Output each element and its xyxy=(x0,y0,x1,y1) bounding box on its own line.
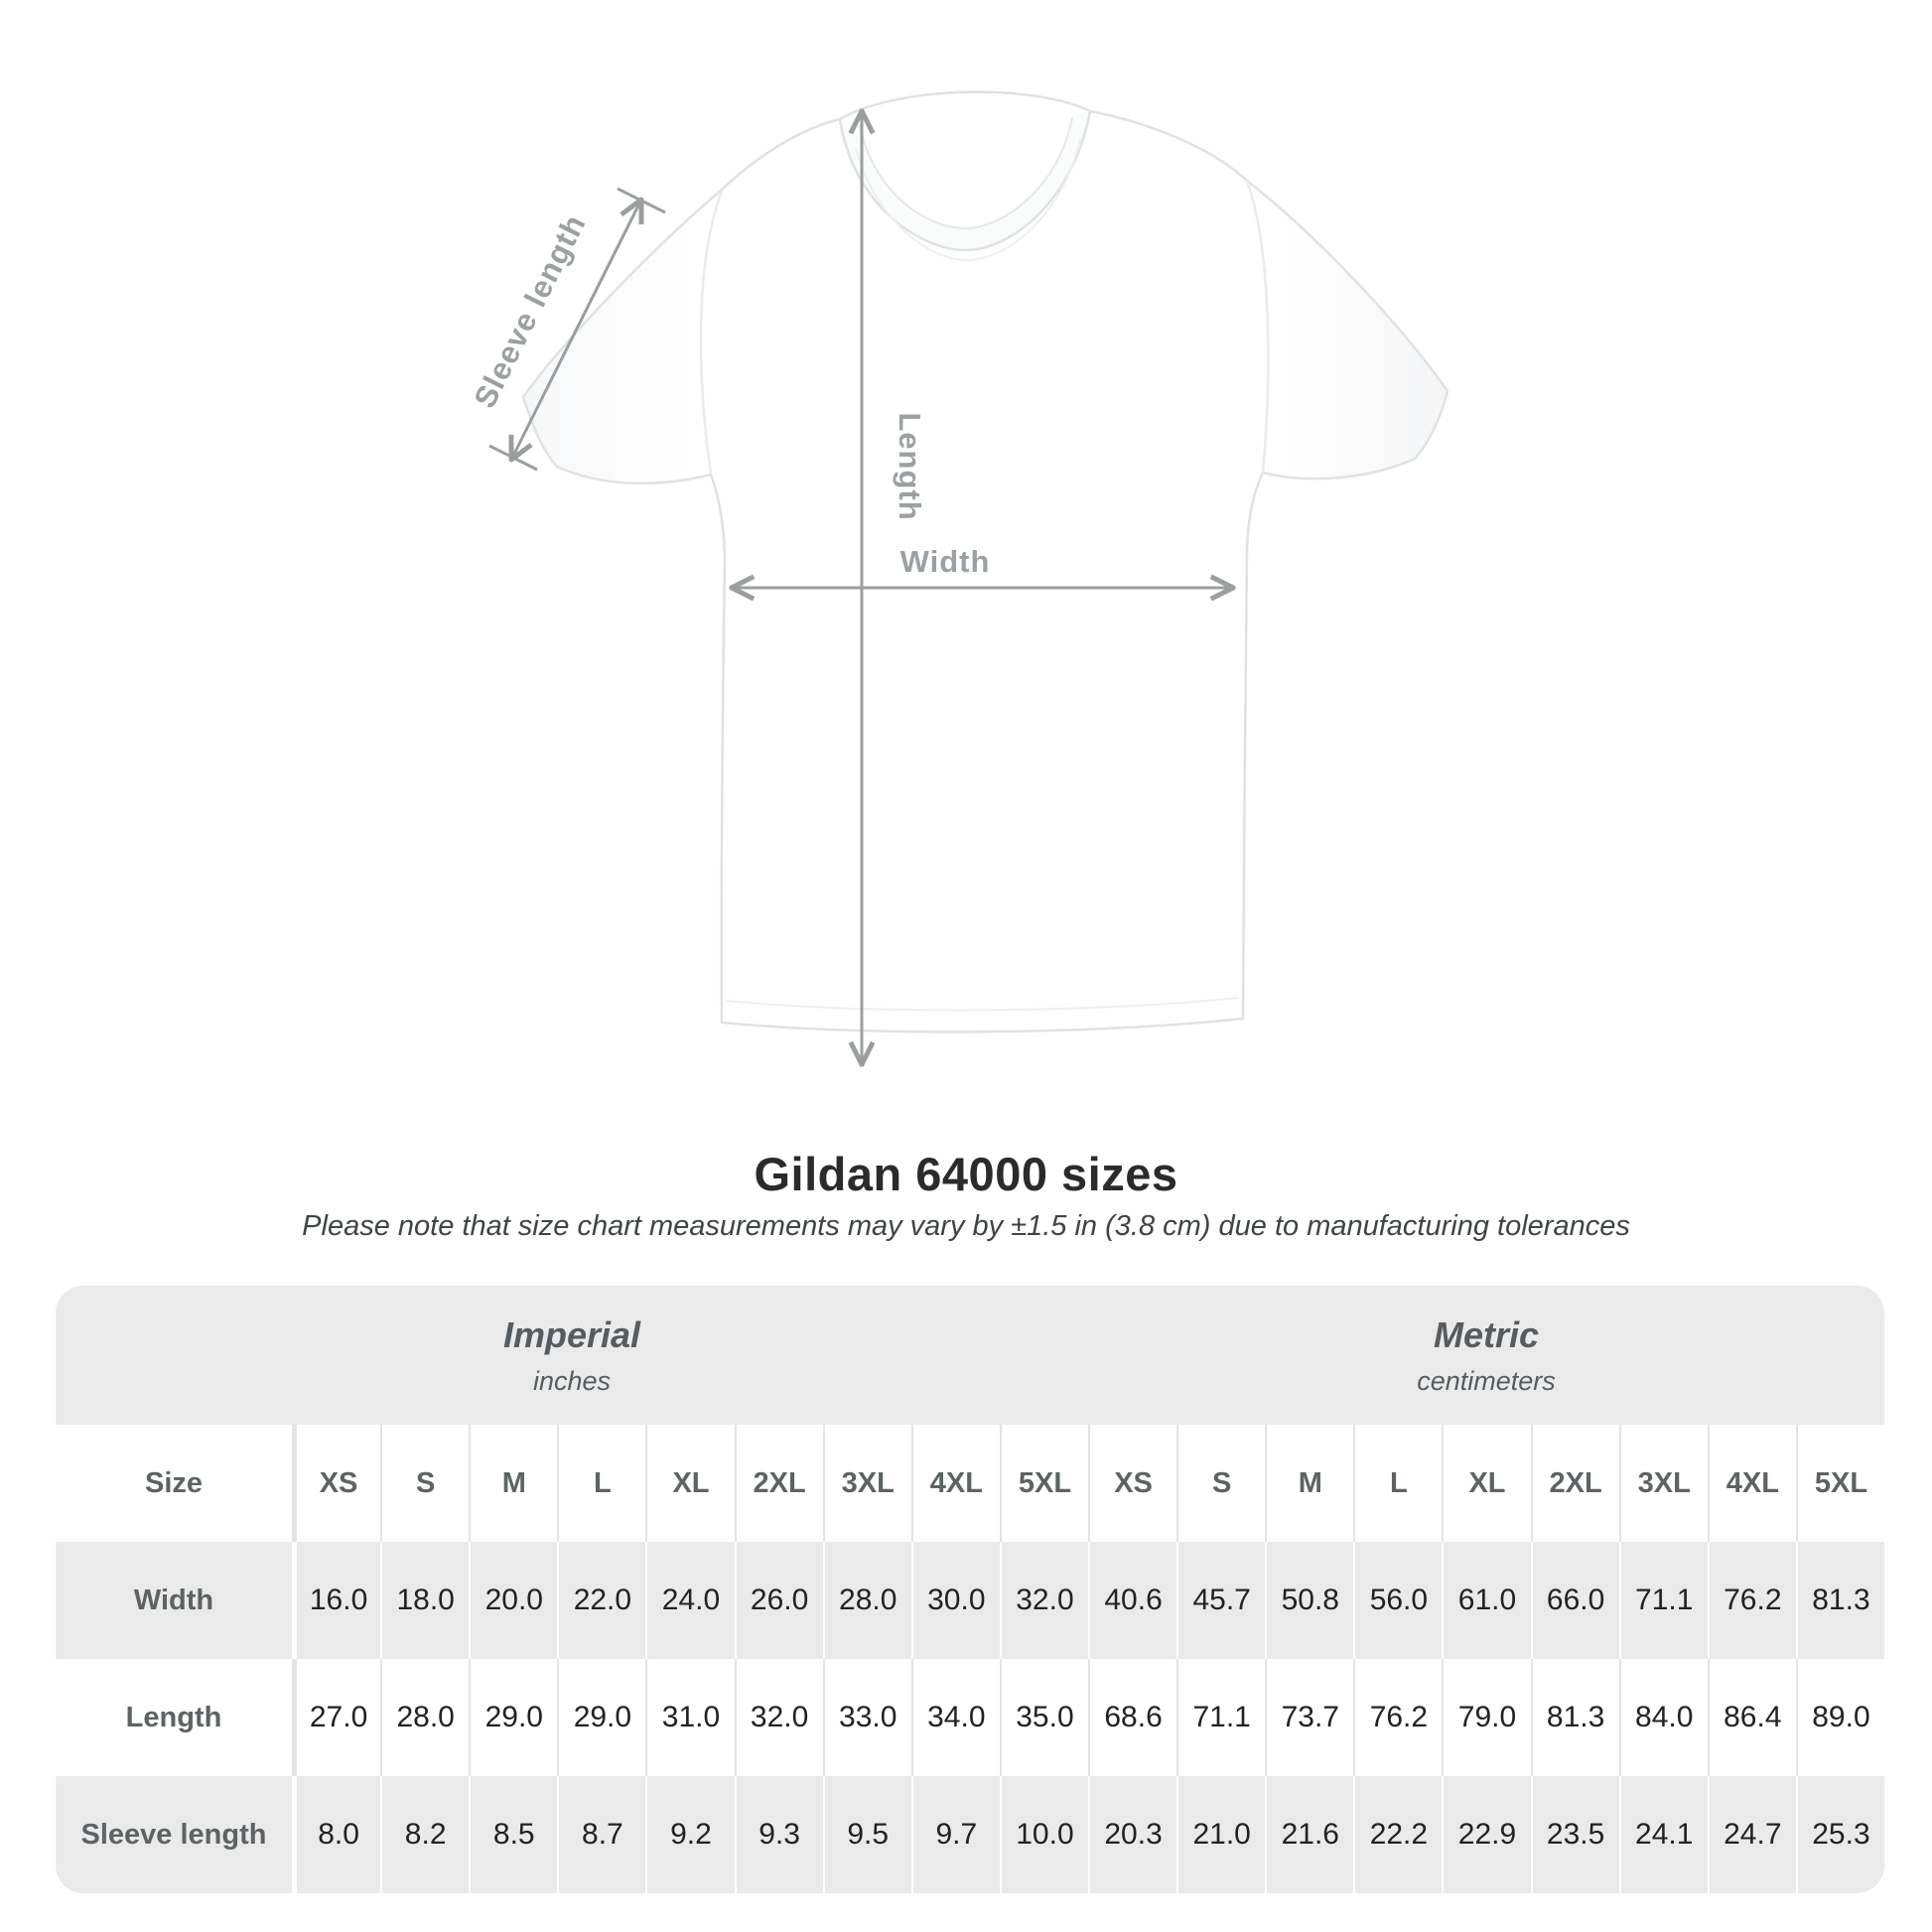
length-label: Length xyxy=(893,412,927,520)
size-col-header: XL xyxy=(1442,1425,1531,1542)
sleeve-dimension-tick xyxy=(488,444,538,472)
table-cell: 32.0 xyxy=(734,1659,823,1776)
tshirt-measurement-diagram: Sleeve length Length Width xyxy=(467,90,1449,1221)
table-cell: 34.0 xyxy=(910,1659,1000,1776)
table-cell: 33.0 xyxy=(822,1659,911,1776)
size-col-header: XL xyxy=(645,1425,735,1542)
sleeve-dimension-tick xyxy=(617,187,666,214)
size-col-header: XS xyxy=(292,1425,381,1542)
table-cell: 29.0 xyxy=(469,1659,558,1776)
table-cell: 81.3 xyxy=(1530,1659,1619,1776)
tolerance-note: Please note that size chart measurements… xyxy=(302,1210,1630,1242)
sleeve-dimension-line xyxy=(512,202,640,458)
table-cell: 21.6 xyxy=(1265,1776,1354,1893)
table-cell: 26.0 xyxy=(734,1542,823,1659)
size-col-header: 4XL xyxy=(910,1425,1000,1542)
row-label: Length xyxy=(56,1659,292,1776)
size-table: Imperial inches Metric centimeters Size X… xyxy=(56,1286,1884,1893)
table-cell: 61.0 xyxy=(1442,1542,1531,1659)
table-cell: 45.7 xyxy=(1176,1542,1266,1659)
table-cell: 76.2 xyxy=(1707,1542,1796,1659)
table-cell: 22.9 xyxy=(1442,1776,1531,1893)
size-grid: Size XS S M L XL 2XL 3XL 4XL 5XL XS S M L XL 2XL 3XL 4XL 5… xyxy=(56,1425,1884,1893)
imperial-group-unit: inches xyxy=(532,1365,612,1396)
size-col-header: 5XL xyxy=(1795,1425,1884,1542)
table-cell: 24.7 xyxy=(1707,1776,1796,1893)
size-col-header: L xyxy=(1353,1425,1443,1542)
table-cell: 25.3 xyxy=(1795,1776,1884,1893)
size-col-header: 2XL xyxy=(734,1425,823,1542)
imperial-group-title: Imperial xyxy=(502,1313,641,1355)
size-col-header: M xyxy=(1265,1425,1354,1542)
size-col-header: 4XL xyxy=(1707,1425,1796,1542)
size-col-header: L xyxy=(557,1425,646,1542)
unit-group-header-band: Imperial inches Metric centimeters xyxy=(56,1286,1884,1425)
table-cell: 20.3 xyxy=(1088,1776,1177,1893)
table-cell: 22.0 xyxy=(557,1542,646,1659)
metric-group-title: Metric xyxy=(1433,1313,1540,1355)
table-cell: 24.0 xyxy=(645,1542,735,1659)
table-cell: 71.1 xyxy=(1618,1542,1708,1659)
table-cell: 21.0 xyxy=(1176,1776,1266,1893)
table-cell: 18.0 xyxy=(380,1542,470,1659)
table-cell: 31.0 xyxy=(645,1659,735,1776)
page-title: Gildan 64000 sizes xyxy=(754,1148,1178,1200)
table-cell: 86.4 xyxy=(1707,1659,1796,1776)
table-cell: 76.2 xyxy=(1353,1659,1443,1776)
table-cell: 56.0 xyxy=(1353,1542,1443,1659)
table-cell: 79.0 xyxy=(1442,1659,1531,1776)
table-cell: 89.0 xyxy=(1795,1659,1884,1776)
row-label: Width xyxy=(56,1542,292,1659)
table-cell: 8.5 xyxy=(469,1776,558,1893)
table-cell: 16.0 xyxy=(292,1542,381,1659)
metric-group-unit: centimeters xyxy=(1417,1365,1556,1396)
table-cell: 9.5 xyxy=(822,1776,911,1893)
metric-group-header: Metric centimeters xyxy=(1088,1286,1884,1425)
table-cell: 20.0 xyxy=(469,1542,558,1659)
table-cell: 40.6 xyxy=(1088,1542,1177,1659)
table-cell: 27.0 xyxy=(292,1659,381,1776)
table-cell: 28.0 xyxy=(822,1542,911,1659)
width-label: Width xyxy=(900,544,991,579)
table-cell: 66.0 xyxy=(1530,1542,1619,1659)
table-cell: 68.6 xyxy=(1088,1659,1177,1776)
table-cell: 32.0 xyxy=(999,1542,1088,1659)
table-cell: 22.2 xyxy=(1353,1776,1443,1893)
size-col-header: S xyxy=(1176,1425,1266,1542)
row-label: Sleeve length xyxy=(56,1776,292,1893)
table-cell: 81.3 xyxy=(1795,1542,1884,1659)
table-cell: 73.7 xyxy=(1265,1659,1354,1776)
table-cell: 8.2 xyxy=(380,1776,470,1893)
table-cell: 71.1 xyxy=(1176,1659,1266,1776)
table-cell: 24.1 xyxy=(1618,1776,1708,1893)
table-cell: 28.0 xyxy=(380,1659,470,1776)
size-col-header: XS xyxy=(1088,1425,1177,1542)
table-cell: 29.0 xyxy=(557,1659,646,1776)
table-cell: 10.0 xyxy=(999,1776,1088,1893)
corner-header: Size xyxy=(56,1425,292,1542)
table-cell: 84.0 xyxy=(1618,1659,1708,1776)
table-cell: 9.2 xyxy=(645,1776,735,1893)
table-cell: 23.5 xyxy=(1530,1776,1619,1893)
size-col-header: M xyxy=(469,1425,558,1542)
table-cell: 50.8 xyxy=(1265,1542,1354,1659)
table-cell: 9.7 xyxy=(910,1776,1000,1893)
size-col-header: S xyxy=(380,1425,470,1542)
table-cell: 8.0 xyxy=(292,1776,381,1893)
table-cell: 8.7 xyxy=(557,1776,646,1893)
tshirt-image xyxy=(521,90,1449,1034)
imperial-group-header: Imperial inches xyxy=(56,1286,1088,1425)
size-col-header: 5XL xyxy=(999,1425,1088,1542)
size-col-header: 2XL xyxy=(1530,1425,1619,1542)
table-cell: 30.0 xyxy=(910,1542,1000,1659)
table-cell: 35.0 xyxy=(999,1659,1088,1776)
size-col-header: 3XL xyxy=(1618,1425,1708,1542)
table-cell: 9.3 xyxy=(734,1776,823,1893)
size-col-header: 3XL xyxy=(822,1425,911,1542)
